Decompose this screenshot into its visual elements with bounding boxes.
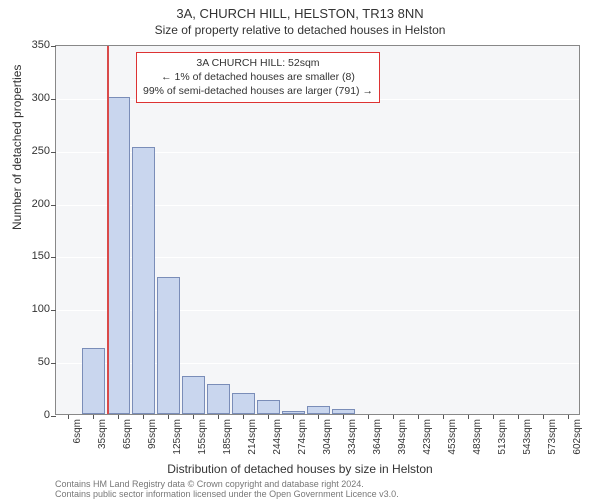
plot-area: 3A CHURCH HILL: 52sqm← 1% of detached ho…: [55, 45, 580, 415]
ytick-label: 0: [15, 409, 50, 421]
ytick-label: 350: [15, 39, 50, 51]
chart-region: 3A CHURCH HILL: 52sqm← 1% of detached ho…: [55, 45, 580, 415]
xtick-label: 334sqm: [347, 419, 358, 455]
xtick-label: 6sqm: [72, 419, 83, 443]
xtick-label: 95sqm: [147, 419, 158, 449]
xtick-label: 185sqm: [222, 419, 233, 455]
xtick-mark: [393, 415, 394, 419]
ytick-mark: [51, 416, 56, 417]
xtick-mark: [218, 415, 219, 419]
xtick-label: 543sqm: [522, 419, 533, 455]
ytick-mark: [51, 152, 56, 153]
xtick-mark: [118, 415, 119, 419]
xtick-label: 274sqm: [297, 419, 308, 455]
xtick-mark: [343, 415, 344, 419]
xtick-mark: [318, 415, 319, 419]
xtick-label: 125sqm: [172, 419, 183, 455]
xtick-mark: [568, 415, 569, 419]
xtick-label: 35sqm: [97, 419, 108, 449]
xtick-label: 65sqm: [122, 419, 133, 449]
xtick-mark: [368, 415, 369, 419]
ytick-mark: [51, 257, 56, 258]
xtick-mark: [493, 415, 494, 419]
ytick-label: 250: [15, 145, 50, 157]
xtick-mark: [168, 415, 169, 419]
ytick-label: 200: [15, 198, 50, 210]
xtick-mark: [418, 415, 419, 419]
xtick-mark: [68, 415, 69, 419]
ytick-mark: [51, 46, 56, 47]
xtick-label: 573sqm: [547, 419, 558, 455]
chart-title-sub: Size of property relative to detached ho…: [0, 21, 600, 37]
chart-title-main: 3A, CHURCH HILL, HELSTON, TR13 8NN: [0, 0, 600, 21]
ytick-mark: [51, 363, 56, 364]
xtick-mark: [543, 415, 544, 419]
xtick-label: 364sqm: [372, 419, 383, 455]
ytick-mark: [51, 310, 56, 311]
xtick-mark: [193, 415, 194, 419]
histogram-bar: [132, 147, 155, 414]
xtick-mark: [143, 415, 144, 419]
histogram-bar: [232, 393, 255, 414]
xtick-label: 453sqm: [447, 419, 458, 455]
xtick-mark: [243, 415, 244, 419]
ytick-mark: [51, 99, 56, 100]
xtick-label: 155sqm: [197, 419, 208, 455]
xtick-mark: [518, 415, 519, 419]
histogram-bar: [82, 348, 105, 414]
histogram-bar: [282, 411, 305, 414]
xtick-label: 602sqm: [572, 419, 583, 455]
ytick-label: 300: [15, 92, 50, 104]
ytick-label: 100: [15, 303, 50, 315]
chart-container: 3A, CHURCH HILL, HELSTON, TR13 8NN Size …: [0, 0, 600, 500]
ytick-label: 50: [15, 356, 50, 368]
attribution-line2: Contains public sector information licen…: [55, 490, 399, 500]
annotation-line: ← 1% of detached houses are smaller (8): [143, 70, 373, 84]
xtick-label: 244sqm: [272, 419, 283, 455]
xtick-label: 214sqm: [247, 419, 258, 455]
xtick-label: 513sqm: [497, 419, 508, 455]
xtick-label: 394sqm: [397, 419, 408, 455]
xtick-mark: [93, 415, 94, 419]
ytick-label: 150: [15, 250, 50, 262]
histogram-bar: [332, 409, 355, 414]
histogram-bar: [257, 400, 280, 414]
xtick-label: 423sqm: [422, 419, 433, 455]
property-marker-line: [107, 46, 109, 414]
xtick-mark: [468, 415, 469, 419]
histogram-bar: [307, 406, 330, 414]
xtick-label: 304sqm: [322, 419, 333, 455]
annotation-line: 3A CHURCH HILL: 52sqm: [143, 56, 373, 70]
histogram-bar: [157, 277, 180, 414]
x-axis-label: Distribution of detached houses by size …: [0, 462, 600, 476]
histogram-bar: [182, 376, 205, 414]
xtick-mark: [293, 415, 294, 419]
xtick-mark: [443, 415, 444, 419]
annotation-line: 99% of semi-detached houses are larger (…: [143, 84, 373, 98]
ytick-mark: [51, 205, 56, 206]
xtick-label: 483sqm: [472, 419, 483, 455]
xtick-mark: [268, 415, 269, 419]
histogram-bar: [107, 97, 130, 414]
attribution-text: Contains HM Land Registry data © Crown c…: [55, 480, 399, 500]
annotation-box: 3A CHURCH HILL: 52sqm← 1% of detached ho…: [136, 52, 380, 103]
histogram-bar: [207, 384, 230, 414]
